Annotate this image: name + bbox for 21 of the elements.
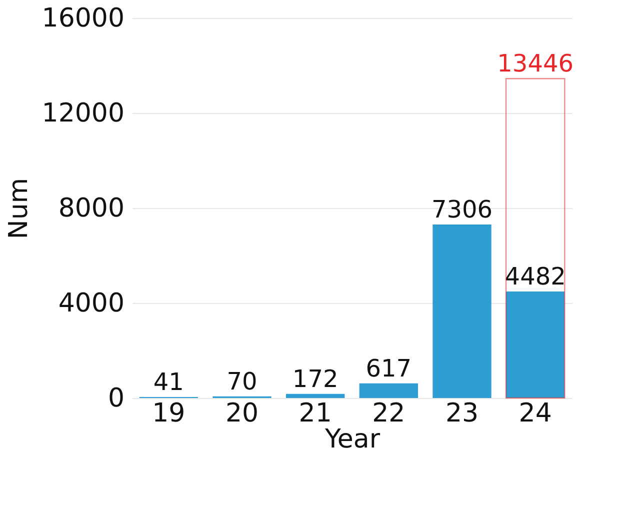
y-tick-label: 4000 (58, 288, 124, 318)
y-tick-label: 16000 (42, 4, 124, 34)
data-label: 13446 (497, 50, 574, 78)
data-label: 7306 (431, 195, 493, 224)
bar (286, 394, 345, 398)
data-label: 617 (366, 354, 412, 382)
x-tick-label: 20 (225, 398, 259, 428)
x-tick-label: 23 (445, 398, 479, 428)
bar (506, 292, 565, 398)
y-tick-label: 12000 (42, 98, 124, 128)
bar (359, 383, 418, 398)
data-label: 172 (292, 364, 338, 393)
y-tick-label: 0 (108, 384, 124, 414)
x-tick-label: 19 (152, 398, 186, 428)
y-axis-title: Num (4, 178, 34, 240)
bar (432, 224, 492, 398)
data-label: 4482 (504, 262, 566, 291)
y-tick-label: 8000 (58, 194, 124, 224)
x-tick-label: 24 (518, 398, 552, 428)
data-label: 70 (226, 367, 258, 396)
data-label: 41 (153, 368, 184, 396)
